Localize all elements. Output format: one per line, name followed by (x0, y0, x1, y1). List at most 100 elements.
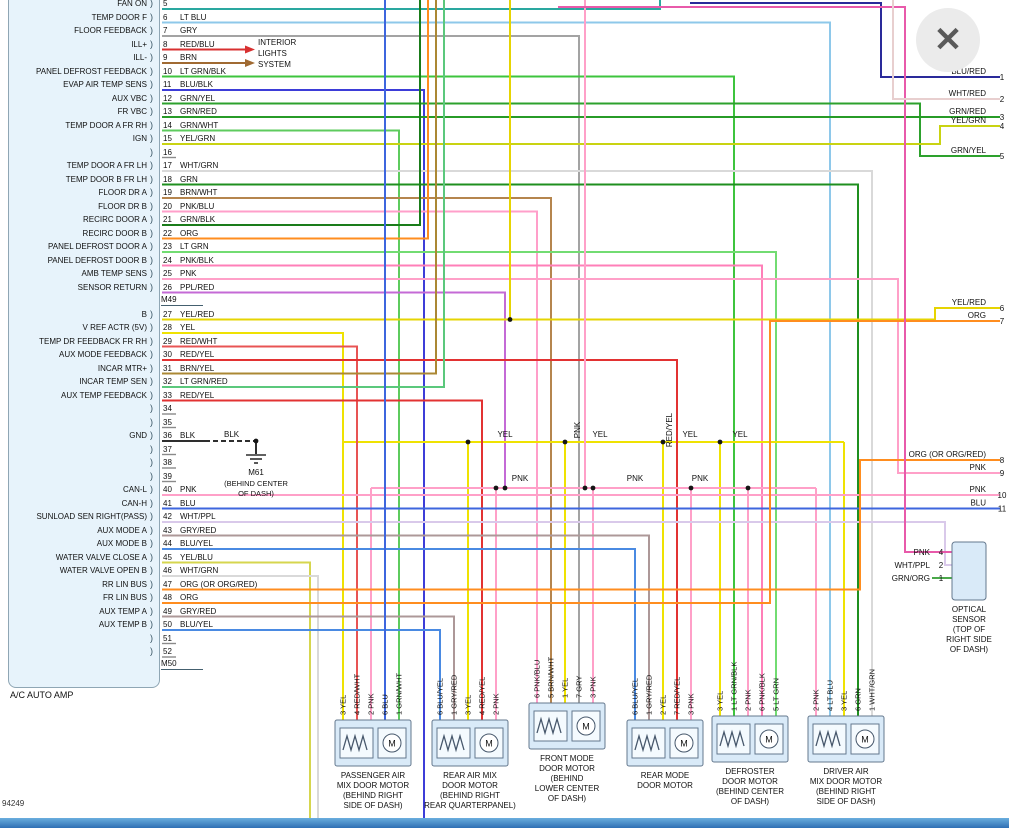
junction-dot (502, 485, 508, 491)
component-label: A/C AUTO AMP (10, 690, 74, 700)
position-sensor-icon (634, 733, 660, 753)
wire-wht-red (892, 0, 1000, 100)
wire-lt-grn-red (162, 0, 445, 388)
wire-org (162, 0, 429, 240)
optical-sensor-label: SENSOR (952, 615, 986, 624)
motor-pin-label: 3 YEL (464, 695, 473, 715)
motor-letter: M (485, 739, 493, 749)
exit-number: 3 (1000, 113, 1005, 122)
wire-brn-yel (162, 0, 437, 375)
junction-dot (590, 485, 596, 491)
wire-grn-blk (162, 0, 421, 226)
junction-dot (507, 317, 513, 322)
wire-grn-wht (162, 129, 400, 720)
wire-yel-blu (162, 561, 311, 828)
exit-wire-label: PNK (970, 463, 987, 472)
exit-number: 9 (1000, 469, 1005, 478)
exit-number: 2 (1000, 95, 1005, 104)
optical-pin-wire-label: GRN/ORG (892, 574, 930, 583)
wire-wht-grn (162, 575, 319, 828)
junction-dot (465, 439, 471, 445)
motor-pin-label: 6 GRN (854, 688, 863, 711)
ground-location-label: OF DASH) (238, 489, 274, 498)
wire-gry-red (162, 534, 650, 720)
wire-blu-blk (162, 89, 425, 828)
ac-auto-amp-connector-panel (8, 0, 160, 688)
motor-pin-label: 1 GRY/RED (645, 674, 654, 715)
motor-pin-label: 3 YEL (339, 695, 348, 715)
motor-pin-label: 3 YEL (840, 691, 849, 711)
wire-pnk-blk (162, 264, 763, 716)
motor-caption: DOOR MOTOR (539, 764, 595, 773)
exit-wire-label: BLU (970, 499, 986, 508)
wire-wht-ppl (162, 521, 952, 566)
exit-number: 6 (1000, 304, 1005, 313)
exit-number: 10 (998, 491, 1007, 500)
motor-caption: LOWER CENTER (535, 784, 600, 793)
junction-dot (582, 485, 588, 491)
wire-blu-red (690, 2, 1000, 78)
wire-org (162, 320, 1000, 604)
motor-pin-label: 4 RED/YEL (478, 677, 487, 715)
wire-blu-yel (162, 629, 441, 720)
close-button[interactable]: ✕ (916, 8, 980, 72)
motor-caption: REAR MODE (641, 771, 689, 780)
motor-icon (479, 733, 499, 753)
wire-gry-red (162, 615, 455, 720)
motor-pin-label: 7 GRY (575, 676, 584, 698)
motor-pin-label: 1 GRN/WHT (395, 673, 404, 716)
bus-wire-label: PNK (512, 474, 529, 483)
motor-pin-label: 5 LT GRN (772, 678, 781, 711)
position-sensor-icon (536, 716, 562, 736)
exit-wire-label: PNK (970, 485, 987, 494)
motor-pin-label: 6 PNK/BLU (533, 660, 542, 698)
junction-dot (253, 438, 259, 444)
arrow-right-icon (245, 59, 255, 67)
junction-dot (493, 485, 499, 491)
interior-lights-system-label: LIGHTS (258, 49, 287, 58)
ground-location-label: (BEHIND CENTER (224, 479, 288, 488)
optical-pin-number: 1 (939, 574, 944, 583)
motor-caption: DRIVER AIR (823, 767, 869, 776)
exit-wire-label: BLU/RED (951, 67, 986, 76)
motor-pin-label: 1 WHT/GRN (868, 669, 877, 711)
motor-pin-label: 2 PNK (812, 689, 821, 711)
exit-number: 5 (1000, 152, 1005, 161)
optical-sensor-label: OF DASH) (950, 645, 989, 654)
bus-wire-label: YEL (732, 430, 748, 439)
bus-wire-label: PNK (692, 474, 709, 483)
connector-id-lower: M50 (161, 659, 203, 670)
interior-lights-system-label: INTERIOR (258, 38, 296, 47)
wire-wht-grn (162, 170, 873, 716)
motor-caption: MIX DOOR MOTOR (810, 777, 883, 786)
motor-pin-label: 3 PNK (589, 676, 598, 698)
wire-grn-yel (162, 102, 1000, 157)
motor-pin-label: 1 LT GRN/BLK (730, 662, 739, 711)
motor-caption: (BEHIND (551, 774, 584, 783)
connector-id-upper: M49 (161, 295, 203, 306)
interior-lights-system-label: SYSTEM (258, 60, 291, 69)
motor-caption: REAR QUARTERPANEL) (424, 801, 516, 810)
motor-letter: M (765, 735, 773, 745)
wire-org (162, 459, 1000, 591)
motor-caption: DOOR MOTOR (722, 777, 778, 786)
motor-pin-label: 6 BLU (381, 694, 390, 715)
motor-pin-label: 3 YEL (716, 691, 725, 711)
motor-letter: M (582, 722, 590, 732)
motor-caption: DOOR MOTOR (442, 781, 498, 790)
wire-lt-grn (162, 251, 777, 716)
exit-number: 4 (1000, 122, 1005, 131)
junction-dot (660, 439, 666, 445)
exit-number: 8 (1000, 456, 1005, 465)
wire-pnk-blu (162, 210, 538, 703)
motor-icon (382, 733, 402, 753)
window-bottom-bar (0, 818, 1009, 828)
motor-caption: MIX DOOR MOTOR (337, 781, 410, 790)
motor-pin-label: 4 RED/WHT (353, 673, 362, 715)
document-number: 94249 (2, 799, 25, 808)
vertical-wire-label: RED/YEL (665, 412, 674, 447)
wire-gry (162, 35, 580, 703)
exit-wire-label: GRN/YEL (951, 146, 987, 155)
position-sensor-icon (342, 733, 368, 753)
